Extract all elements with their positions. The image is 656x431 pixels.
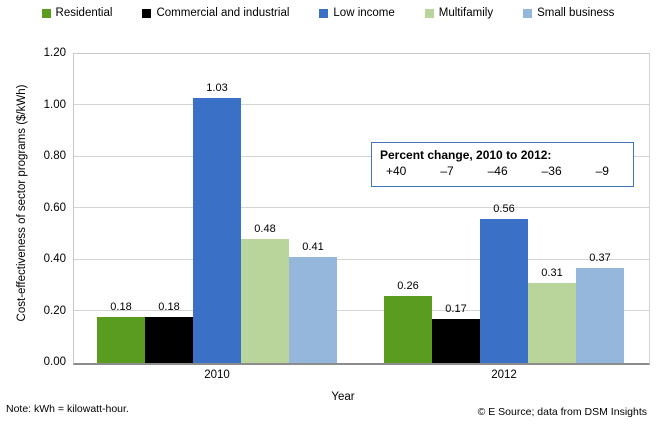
copyright-credit: © E Source; data from DSM Insights xyxy=(477,406,647,418)
legend-item-residential: Residential xyxy=(41,7,113,19)
percent-change-value: –9 xyxy=(595,164,609,178)
x-tick-label-2012: 2012 xyxy=(491,369,517,381)
bar-value-label: 0.56 xyxy=(493,203,515,215)
y-tick-label: 0.60 xyxy=(43,202,66,214)
y-tick-label: 1.20 xyxy=(43,47,66,59)
bar-low-income-2010 xyxy=(193,98,241,363)
plot-area: Percent change, 2010 to 2012: +40 –7 –46 –3… xyxy=(73,53,650,365)
bar-value-label: 0.18 xyxy=(110,301,132,313)
percent-change-value: –36 xyxy=(541,164,562,178)
footnote: Note: kWh = kilowatt-hour. xyxy=(6,403,129,415)
legend-label: Multifamily xyxy=(438,7,494,19)
gridline xyxy=(74,104,649,105)
bar-commercial-and-industrial-2012 xyxy=(432,319,480,363)
gridline xyxy=(74,207,649,208)
y-tick-label: 0.40 xyxy=(43,253,66,265)
legend-swatch-icon xyxy=(523,8,533,18)
bar-value-label: 1.03 xyxy=(206,82,228,94)
x-axis-title: Year xyxy=(331,391,355,403)
chart-legend: Residential Commercial and industrial Low … xyxy=(0,7,656,19)
y-tick-label: 0.80 xyxy=(43,150,66,162)
legend-item-multifamily: Multifamily xyxy=(424,7,494,19)
bar-value-label: 0.18 xyxy=(158,301,180,313)
bar-multifamily-2012 xyxy=(528,283,576,363)
percent-change-value: –46 xyxy=(487,164,508,178)
percent-change-title: Percent change, 2010 to 2012: xyxy=(380,148,552,162)
legend-item-commercial-and-industrial: Commercial and industrial xyxy=(142,7,289,19)
bar-value-label: 0.41 xyxy=(302,241,324,253)
bar-low-income-2012 xyxy=(480,219,528,363)
bar-value-label: 0.26 xyxy=(397,280,419,292)
y-tick-label: 0.20 xyxy=(43,305,66,317)
bar-commercial-and-industrial-2010 xyxy=(145,317,193,363)
bar-value-label: 0.17 xyxy=(445,303,467,315)
percent-change-annotation-box: Percent change, 2010 to 2012: +40 –7 –46 –3… xyxy=(371,142,634,187)
gridline xyxy=(74,259,649,260)
legend-item-small-business: Small business xyxy=(523,7,614,19)
gridline xyxy=(74,310,649,311)
legend-label: Small business xyxy=(537,7,615,19)
legend-swatch-icon xyxy=(41,8,51,18)
legend-label: Residential xyxy=(55,7,113,19)
y-tick-label: 0.00 xyxy=(43,356,66,368)
bar-value-label: 0.31 xyxy=(541,267,563,279)
bar-value-label: 0.37 xyxy=(589,252,611,264)
x-tick-label-2010: 2010 xyxy=(204,369,230,381)
legend-swatch-icon xyxy=(424,8,434,18)
bar-value-label: 0.48 xyxy=(254,223,276,235)
legend-label: Low income xyxy=(333,7,395,19)
gridline xyxy=(74,156,649,157)
bar-residential-2012 xyxy=(384,296,432,363)
y-tick-label: 1.00 xyxy=(43,99,66,111)
percent-change-value: –7 xyxy=(440,164,454,178)
bar-small-business-2010 xyxy=(289,257,337,363)
legend-swatch-icon xyxy=(142,8,152,18)
bar-small-business-2012 xyxy=(576,268,624,363)
bar-residential-2010 xyxy=(97,317,145,363)
bar-multifamily-2010 xyxy=(241,239,289,363)
legend-item-low-income: Low income xyxy=(319,7,395,19)
legend-swatch-icon xyxy=(319,8,329,18)
legend-label: Commercial and industrial xyxy=(156,7,290,19)
percent-change-value: +40 xyxy=(386,164,407,178)
percent-change-values: +40 –7 –46 –36 –9 xyxy=(372,164,633,178)
